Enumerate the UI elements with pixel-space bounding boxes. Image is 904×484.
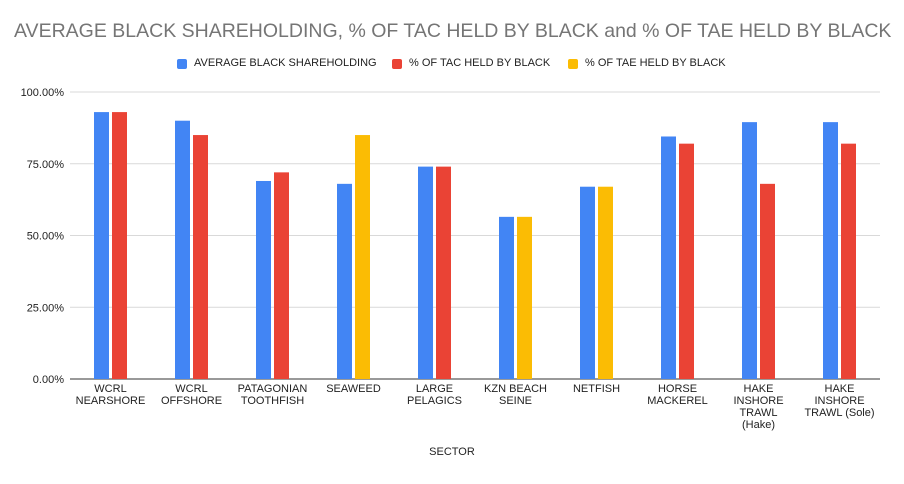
x-tick-label: NEARSHORE [76,395,146,407]
bar-tae [517,216,532,379]
y-tick-label: 75.00% [27,159,65,171]
x-tick-label: INSHORE [733,395,783,407]
x-tick-label: SEAWEED [326,383,381,395]
legend-label-tae: % OF TAE HELD BY BLACK [585,57,726,69]
x-tick-label: HAKE [825,383,855,395]
x-tick-label: PELAGICS [407,395,462,407]
legend-swatch-tac [392,59,402,69]
bar-shareholding [661,136,676,379]
y-tick-label: 25.00% [27,302,65,314]
bar-tac [679,143,694,379]
x-tick-label: LARGE [416,383,453,395]
x-tick-label: TRAWL [739,407,777,419]
legend: AVERAGE BLACK SHAREHOLDING % OF TAC HELD… [0,56,904,74]
x-tick-label: PATAGONIAN [238,383,308,395]
y-tick-label: 100.00% [21,87,65,99]
x-tick-label: KZN BEACH [484,383,547,395]
x-axis-title: SECTOR [429,446,475,458]
bar-shareholding [94,112,109,379]
x-tick-label: HAKE [744,383,774,395]
x-tick-label: TOOTHFISH [241,395,304,407]
bar-shareholding [499,216,514,379]
bar-shareholding [580,186,595,379]
x-tick-label: NETFISH [573,383,620,395]
bar-tac [112,112,127,379]
bar-tac [274,172,289,379]
legend-swatch-shareholding [177,59,187,69]
legend-swatch-tae [568,59,578,69]
x-tick-label: MACKEREL [647,395,708,407]
x-tick-label: WCRL [175,383,207,395]
bar-shareholding [256,180,271,379]
x-tick-label: WCRL [94,383,126,395]
bar-shareholding [418,166,433,379]
bar-tac [193,135,208,379]
bar-tac [760,183,775,379]
x-tick-label: SEINE [499,395,532,407]
bar-tac [841,143,856,379]
bar-shareholding [175,120,190,379]
bar-tac [436,166,451,379]
legend-label-tac: % OF TAC HELD BY BLACK [409,57,551,69]
x-tick-label: OFFSHORE [161,395,222,407]
bar-shareholding [823,122,838,379]
legend-label-shareholding: AVERAGE BLACK SHAREHOLDING [194,57,377,69]
y-tick-label: 0.00% [33,374,64,386]
x-tick-label: (Hake) [742,419,775,431]
bar-tae [598,186,613,379]
bar-shareholding [337,183,352,379]
bar-tae [355,135,370,379]
x-tick-label: TRAWL (Sole) [804,407,874,419]
y-tick-label: 50.00% [27,231,65,243]
x-tick-label: HORSE [658,383,697,395]
x-tick-label: INSHORE [814,395,864,407]
chart-title: AVERAGE BLACK SHAREHOLDING, % OF TAC HEL… [14,20,892,42]
bar-shareholding [742,122,757,379]
